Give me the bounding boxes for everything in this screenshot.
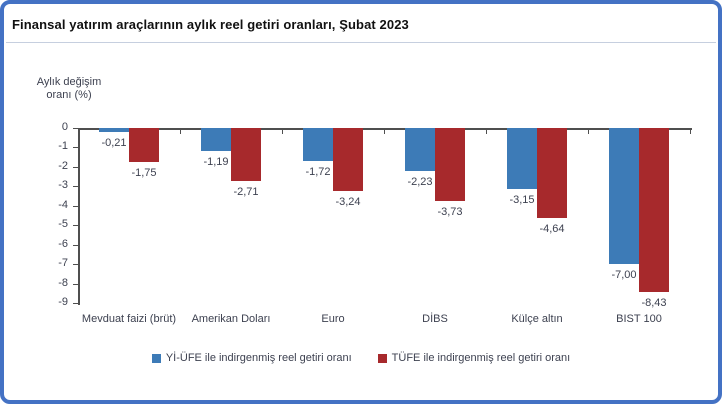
legend-swatch-icon [377, 353, 387, 363]
y-axis-tick [73, 264, 78, 266]
bar-value-label: -7,00 [611, 269, 637, 282]
legend-item-yiufe: Yİ-ÜFE ile indirgenmiş reel getiri oranı [151, 352, 352, 364]
y-axis-tick [73, 225, 78, 227]
x-axis-tick [486, 129, 487, 134]
bar-value-label: -1,75 [131, 167, 157, 180]
y-tick-label: -7 [58, 257, 68, 270]
x-axis-tick [282, 129, 283, 134]
legend-swatch-icon [151, 353, 161, 363]
y-axis-tick [73, 205, 78, 207]
category-label-0: Mevduat faizi (brüt) [81, 313, 177, 325]
bar-value-label: -4,64 [539, 223, 565, 236]
category-label-4: Külçe altın [511, 313, 563, 325]
y-axis-tick [73, 186, 78, 188]
y-tick-label: -3 [58, 179, 68, 192]
bar-value-label: -0,21 [101, 137, 127, 150]
y-tick-label: -6 [58, 237, 68, 250]
y-axis-title: Aylık değişim oranı (%) [36, 76, 102, 101]
category-label-1: Amerikan Doları [191, 313, 271, 325]
y-axis-tick [73, 128, 78, 129]
y-axis-tick [73, 283, 78, 285]
legend: Yİ-ÜFE ile indirgenmiş reel getiri oranı… [4, 352, 718, 364]
x-axis-tick [384, 129, 385, 134]
y-axis-tick [73, 166, 78, 168]
y-axis-tick [73, 244, 78, 246]
bar-tufe-5 [639, 128, 669, 292]
bar-value-label: -1,72 [305, 166, 331, 179]
chart-canvas: Finansal yatırım araçlarının aylık reel … [4, 4, 718, 400]
bar-value-label: -3,15 [509, 194, 535, 207]
x-axis-tick [690, 129, 691, 134]
bar-value-label: -2,71 [233, 185, 259, 198]
bar-tufe-3 [435, 128, 465, 201]
bar-tufe-4 [537, 128, 567, 219]
x-axis-tick [180, 129, 181, 134]
y-axis-tick [73, 147, 78, 149]
bar-tufe-2 [333, 128, 363, 191]
bar-value-label: -1,19 [203, 156, 229, 169]
legend-item-tufe: TÜFE ile indirgenmiş reel getiri oranı [377, 352, 571, 364]
y-axis-line [78, 128, 80, 305]
y-tick-label: -5 [58, 218, 68, 231]
y-tick-label: -1 [58, 140, 68, 153]
bar-yiufe-2 [303, 128, 333, 162]
bar-value-label: -3,24 [335, 196, 361, 208]
legend-label: TÜFE ile indirgenmiş reel getiri oranı [391, 352, 571, 364]
x-axis-baseline [78, 128, 692, 130]
bar-value-label: -2,23 [407, 176, 433, 189]
y-tick-label: -2 [58, 159, 68, 172]
y-axis-tick [73, 303, 78, 304]
bar-tufe-0 [129, 128, 159, 163]
y-tick-label: -8 [58, 276, 68, 289]
category-label-5: BIST 100 [616, 313, 662, 325]
category-label-3: DİBS [422, 313, 448, 325]
plot-area: -0,21 -1,75 -1,19 -2,71 -1,72 -3,24 -2,23 -3,73… [78, 128, 690, 309]
category-label-2: Euro [321, 313, 345, 325]
x-axis-tick [588, 129, 589, 134]
bar-tufe-1 [231, 128, 261, 181]
bar-yiufe-3 [405, 128, 435, 172]
chart-title: Finansal yatırım araçlarının aylık reel … [12, 17, 409, 32]
bar-value-label: -8,43 [641, 296, 667, 309]
y-tick-label: -4 [58, 198, 68, 211]
bar-value-label: -3,73 [437, 205, 463, 218]
y-tick-label: 0 [61, 121, 68, 133]
bar-yiufe-4 [507, 128, 537, 190]
bar-yiufe-5 [609, 128, 639, 265]
bar-yiufe-0 [99, 128, 129, 133]
title-divider [6, 42, 716, 43]
y-tick-label: -9 [58, 296, 68, 308]
legend-label: Yİ-ÜFE ile indirgenmiş reel getiri oranı [165, 352, 352, 364]
bar-yiufe-1 [201, 128, 231, 152]
